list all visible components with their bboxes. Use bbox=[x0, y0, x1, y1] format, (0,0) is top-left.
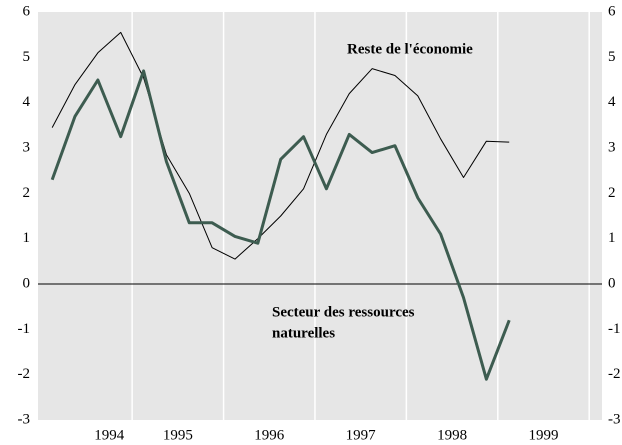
series-line bbox=[51, 31, 510, 260]
y-tick-label: 0 bbox=[23, 275, 31, 291]
y2-tick-label: -2 bbox=[608, 366, 621, 382]
y2-tick-label: 0 bbox=[608, 275, 616, 291]
series-line bbox=[50, 69, 511, 381]
annotation: naturelles bbox=[272, 325, 335, 341]
x-tick-label: 1999 bbox=[528, 427, 558, 443]
x-tick-label: 1997 bbox=[346, 427, 377, 443]
x-tick-label: 1998 bbox=[437, 427, 467, 443]
y-tick-label: 4 bbox=[23, 94, 31, 110]
plot-background bbox=[38, 12, 602, 420]
y-tick-label: -2 bbox=[18, 366, 31, 382]
y2-tick-label: -1 bbox=[608, 321, 621, 337]
y-tick-label: 5 bbox=[23, 49, 31, 65]
x-tick-label: 1994 bbox=[94, 427, 125, 443]
y2-tick-label: 4 bbox=[608, 94, 616, 110]
y2-tick-label: 6 bbox=[608, 3, 616, 19]
y-tick-label: 3 bbox=[23, 139, 31, 155]
y-tick-label: 6 bbox=[23, 3, 31, 19]
y-tick-label: 1 bbox=[23, 230, 31, 246]
y2-tick-label: 1 bbox=[608, 230, 616, 246]
y2-tick-label: 3 bbox=[608, 139, 616, 155]
x-tick-label: 1996 bbox=[254, 427, 285, 443]
y-tick-label: 2 bbox=[23, 185, 31, 201]
y2-tick-label: 5 bbox=[608, 49, 616, 65]
y2-tick-label: -3 bbox=[608, 411, 621, 427]
annotation: Reste de l'économie bbox=[347, 41, 473, 57]
y-tick-label: -3 bbox=[18, 411, 31, 427]
y-tick-label: -1 bbox=[18, 321, 31, 337]
annotation: Secteur des ressources bbox=[272, 304, 415, 320]
x-tick-label: 1995 bbox=[163, 427, 193, 443]
y2-tick-label: 2 bbox=[608, 185, 616, 201]
